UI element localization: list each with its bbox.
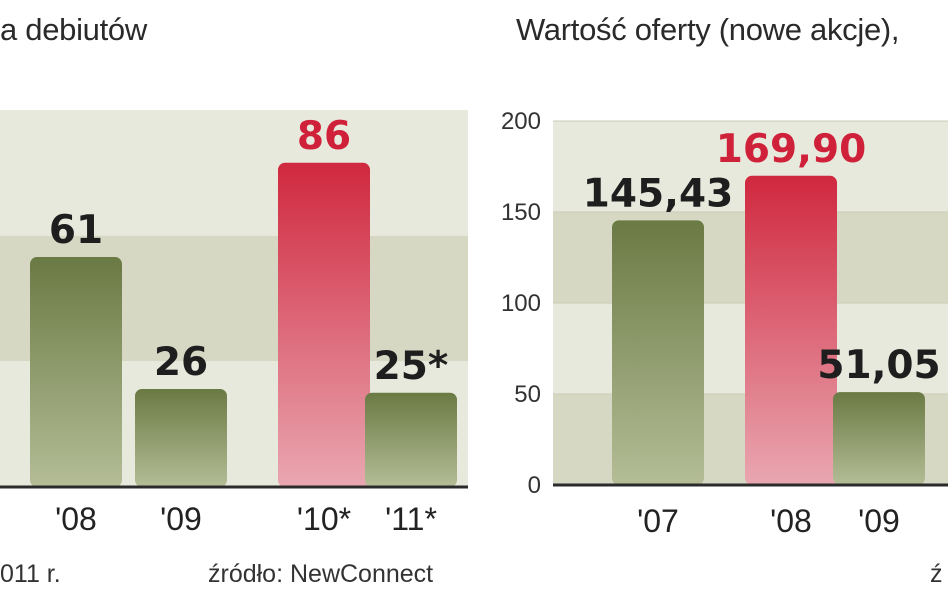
bar — [135, 388, 227, 487]
bar — [612, 220, 704, 486]
right-chart-title: Wartość oferty (nowe akcje), — [516, 12, 900, 47]
right-chart: 0 50 100 150 200 145,43 '07 169,90 '08 51,05 '09 — [501, 108, 948, 539]
bar-value-label: 26 — [154, 340, 208, 385]
y-tick-label: 150 — [501, 199, 541, 226]
x-tick-label: '10* — [297, 501, 351, 537]
bar — [278, 162, 370, 487]
y-tick-label: 0 — [528, 472, 541, 499]
bar-value-label: 145,43 — [583, 171, 734, 216]
y-tick-label: 100 — [501, 290, 541, 317]
y-tick-label: 200 — [501, 108, 541, 135]
bar — [365, 392, 457, 487]
grid-band — [0, 110, 468, 236]
y-tick-label: 50 — [514, 381, 541, 408]
bar-value-label: 51,05 — [817, 343, 940, 388]
bar — [833, 392, 925, 485]
left-chart: 61 '08 26 '09 86 '10* 25* '11* — [0, 110, 468, 537]
bar-value-label: 25* — [374, 344, 449, 389]
bar — [30, 257, 122, 487]
x-tick-label: '11* — [385, 501, 437, 537]
right-chart-source: ź — [930, 560, 943, 588]
x-tick-label: '09 — [858, 503, 900, 539]
bar-value-label: 86 — [297, 114, 351, 159]
left-chart-source: źródło: NewConnect — [208, 560, 434, 588]
x-tick-label: '09 — [160, 501, 202, 537]
left-chart-footnote: 011 r. — [0, 560, 61, 588]
x-tick-label: '07 — [637, 503, 679, 539]
bar-value-label: 169,90 — [716, 127, 867, 172]
bar-value-label: 61 — [49, 208, 103, 253]
left-chart-title: a debiutów — [0, 12, 147, 47]
x-tick-label: '08 — [770, 503, 812, 539]
x-tick-label: '08 — [55, 501, 97, 537]
bar — [745, 175, 837, 486]
